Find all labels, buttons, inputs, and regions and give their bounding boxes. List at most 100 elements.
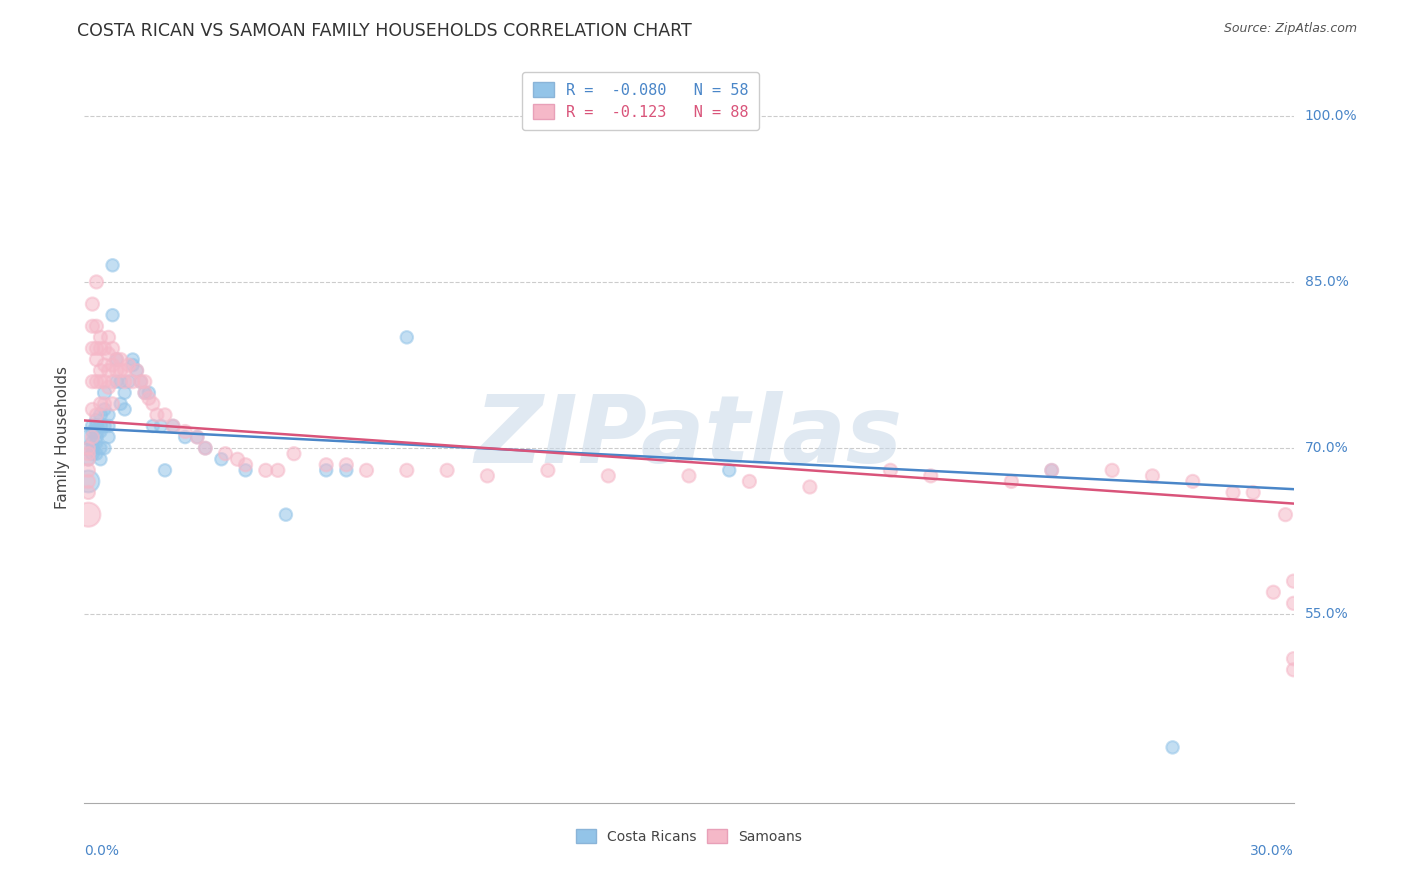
Point — [77, 441, 100, 455]
Point — [89, 419, 111, 434]
Point — [89, 425, 111, 439]
Point — [138, 392, 160, 406]
Point — [114, 385, 136, 400]
Point — [134, 375, 156, 389]
Point — [194, 441, 217, 455]
Point — [105, 352, 128, 367]
Point — [142, 397, 165, 411]
Point — [125, 363, 148, 377]
Point — [121, 375, 143, 389]
Point — [101, 358, 124, 372]
Point — [97, 363, 120, 377]
Point — [77, 452, 100, 467]
Point — [77, 463, 100, 477]
Point — [101, 375, 124, 389]
Point — [1282, 651, 1305, 665]
Point — [97, 380, 120, 394]
Point — [315, 463, 337, 477]
Point — [86, 413, 108, 427]
Point — [118, 358, 141, 372]
Point — [125, 363, 148, 377]
Point — [799, 480, 821, 494]
Point — [1241, 485, 1264, 500]
Text: 55.0%: 55.0% — [1305, 607, 1348, 622]
Point — [86, 352, 108, 367]
Point — [89, 397, 111, 411]
Point — [77, 441, 100, 455]
Point — [174, 425, 197, 439]
Point — [274, 508, 297, 522]
Point — [315, 458, 337, 472]
Point — [335, 458, 357, 472]
Point — [142, 419, 165, 434]
Point — [86, 375, 108, 389]
Point — [77, 475, 100, 489]
Point — [1040, 463, 1063, 477]
Point — [395, 463, 418, 477]
Point — [82, 447, 104, 461]
Point — [97, 419, 120, 434]
Point — [89, 452, 111, 467]
Point — [86, 408, 108, 422]
Point — [1282, 663, 1305, 677]
Point — [93, 419, 115, 434]
Point — [879, 463, 901, 477]
Point — [97, 330, 120, 344]
Point — [356, 463, 378, 477]
Point — [153, 463, 176, 477]
Point — [121, 352, 143, 367]
Point — [82, 430, 104, 444]
Point — [89, 342, 111, 356]
Point — [1101, 463, 1123, 477]
Point — [86, 419, 108, 434]
Point — [105, 352, 128, 367]
Point — [93, 397, 115, 411]
Text: 30.0%: 30.0% — [1250, 845, 1294, 858]
Point — [226, 452, 249, 467]
Point — [335, 463, 357, 477]
Point — [77, 508, 100, 522]
Point — [82, 375, 104, 389]
Point — [1274, 508, 1296, 522]
Point — [138, 385, 160, 400]
Point — [114, 363, 136, 377]
Point — [77, 452, 100, 467]
Point — [86, 447, 108, 461]
Point — [1282, 574, 1305, 589]
Point — [86, 425, 108, 439]
Point — [86, 435, 108, 450]
Point — [110, 375, 132, 389]
Point — [1222, 485, 1244, 500]
Point — [738, 475, 761, 489]
Point — [86, 319, 108, 334]
Point — [537, 463, 560, 477]
Point — [82, 342, 104, 356]
Point — [101, 308, 124, 322]
Y-axis label: Family Households: Family Households — [55, 366, 70, 508]
Point — [194, 441, 217, 455]
Point — [82, 297, 104, 311]
Point — [77, 475, 100, 489]
Point — [1000, 475, 1022, 489]
Point — [101, 397, 124, 411]
Text: Source: ZipAtlas.com: Source: ZipAtlas.com — [1223, 22, 1357, 36]
Point — [86, 342, 108, 356]
Point — [101, 258, 124, 272]
Point — [82, 441, 104, 455]
Point — [77, 485, 100, 500]
Point — [1040, 463, 1063, 477]
Point — [93, 358, 115, 372]
Point — [89, 363, 111, 377]
Point — [82, 425, 104, 439]
Point — [678, 468, 700, 483]
Point — [146, 408, 169, 422]
Point — [82, 435, 104, 450]
Point — [186, 430, 208, 444]
Point — [105, 375, 128, 389]
Point — [110, 352, 132, 367]
Point — [97, 430, 120, 444]
Point — [436, 463, 458, 477]
Point — [153, 408, 176, 422]
Point — [97, 347, 120, 361]
Point — [186, 430, 208, 444]
